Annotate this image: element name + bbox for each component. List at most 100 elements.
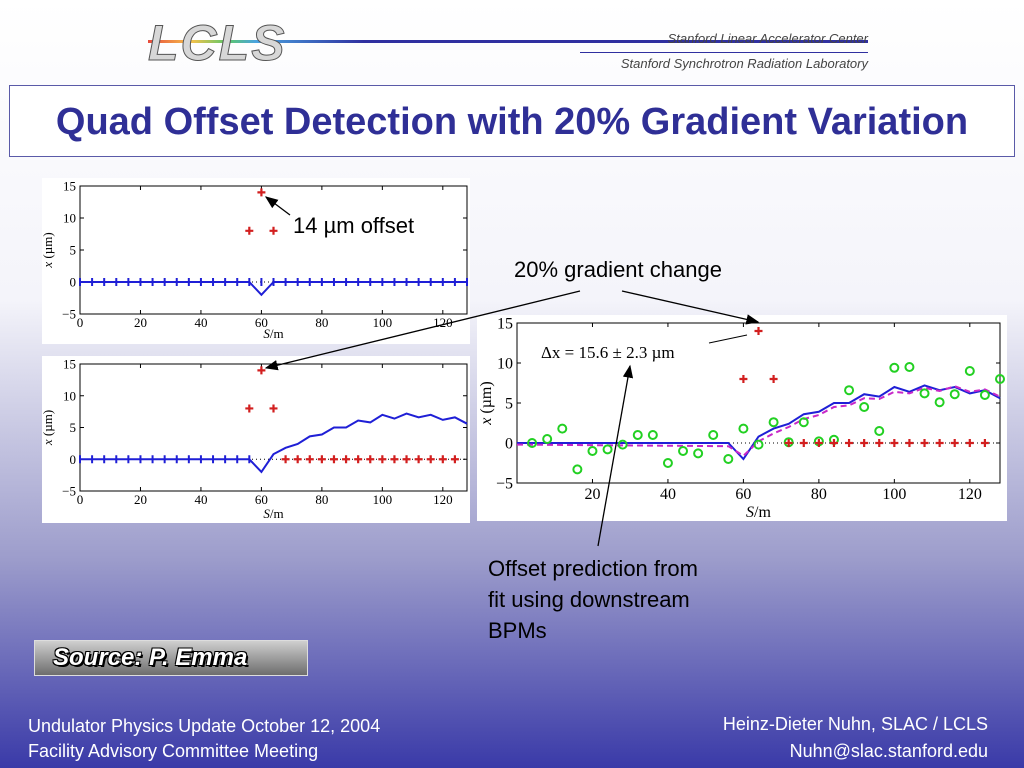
delta-arrow	[708, 334, 748, 344]
bpm-reading	[708, 430, 719, 440]
bpm-reading	[919, 388, 930, 399]
quad-marker	[965, 439, 974, 447]
slide-title: Quad Offset Detection with 20% Gradient …	[55, 101, 969, 143]
org-slac: Stanford Linear Accelerator Center	[667, 31, 868, 46]
y-tick-label: 15	[63, 179, 76, 194]
quad-marker	[739, 375, 748, 383]
quad-marker	[269, 404, 278, 413]
bpm-reading	[798, 417, 809, 428]
x-tick-label: 100	[882, 486, 906, 503]
quad-marker	[245, 404, 254, 413]
y-axis-label: x (µm)	[478, 381, 495, 425]
bpm-reading	[662, 458, 673, 468]
quad-marker	[845, 439, 854, 447]
bpm-reading	[874, 426, 885, 436]
quad-marker	[784, 439, 793, 447]
y-tick-label: 5	[70, 420, 77, 435]
annotation-offset: 14 µm offset	[293, 213, 415, 238]
quad-marker	[354, 455, 363, 464]
x-tick-label: 20	[134, 492, 147, 507]
quad-marker	[980, 439, 989, 447]
quad-marker	[317, 455, 326, 464]
arrow-gradient-left	[264, 290, 581, 371]
source-label: Source: P. Emma	[53, 644, 248, 671]
x-tick-label: 40	[194, 315, 207, 330]
quad-marker	[890, 439, 899, 447]
title-box	[9, 85, 1015, 157]
chart-right: 20 40 60 80 100 120 −5 0 5 10 15 S/m x (µm) Δx = 15.6…	[478, 316, 1005, 521]
y-tick-label: −5	[62, 307, 76, 322]
bpm-reading	[602, 444, 613, 455]
quad-marker	[305, 455, 314, 464]
quad-marker	[281, 455, 290, 464]
bpm-reading	[678, 446, 689, 456]
x-tick-label: 20	[134, 315, 147, 330]
x-tick-label: 120	[433, 492, 453, 507]
x-tick-label: 60	[255, 315, 268, 330]
quad-marker	[950, 439, 959, 447]
y-tick-label: 15	[63, 357, 76, 372]
fit-prediction-line	[516, 385, 1001, 458]
x-tick-label: 40	[194, 492, 207, 507]
chart-panel-right: 20 40 60 80 100 120 −5 0 5 10 15 S/m x (µm) Δx = 15.6…	[477, 315, 1007, 521]
x-tick-label: 60	[735, 486, 751, 503]
y-tick-label: 5	[70, 243, 77, 258]
x-tick-label: 80	[315, 315, 328, 330]
x-axis-label: S/m	[263, 326, 283, 341]
bpm-reading	[587, 446, 598, 456]
annotation-prediction-3: BPMs	[488, 618, 547, 643]
quad-marker	[935, 439, 944, 447]
delta-annotation: Δx = 15.6 ± 2.3 µm	[541, 343, 675, 362]
y-tick-label: 15	[497, 316, 513, 333]
bpm-reading	[527, 438, 538, 448]
x-axis-label: S/m	[746, 504, 771, 521]
bpm-reading	[738, 423, 749, 434]
x-tick-label: 120	[958, 486, 982, 503]
y-axis-label: x (µm)	[42, 232, 55, 268]
bpm-reading	[859, 402, 870, 412]
quad-marker	[378, 455, 387, 464]
footer-event: Undulator Physics Update October 12, 200…	[28, 716, 381, 736]
x-tick-label: 60	[255, 492, 268, 507]
arrow-gradient-right	[621, 290, 760, 325]
quad-marker	[426, 455, 435, 464]
bpm-reading	[542, 434, 553, 444]
x-tick-label: 40	[660, 486, 676, 503]
x-tick-label: 80	[315, 492, 328, 507]
arrow-offset	[264, 196, 291, 216]
bpm-reading	[557, 423, 568, 434]
quad-marker	[905, 439, 914, 447]
bpm-reading	[572, 464, 583, 475]
bpm-reading	[844, 385, 855, 396]
y-tick-label: 0	[70, 275, 77, 290]
y-axis-label: x (µm)	[42, 410, 55, 446]
bpm-reading	[632, 430, 643, 440]
x-tick-label: 0	[77, 315, 84, 330]
quad-marker	[829, 439, 838, 447]
annotation-prediction-1: Offset prediction from	[488, 556, 698, 581]
bpm-reading	[934, 397, 945, 408]
quad-marker	[293, 455, 302, 464]
quad-marker	[814, 439, 823, 447]
y-tick-label: 5	[505, 396, 513, 413]
quad-marker	[342, 455, 351, 464]
logo-rainbow-line	[148, 40, 868, 43]
footer-meeting: Facility Advisory Committee Meeting	[28, 741, 319, 761]
quad-marker	[860, 439, 869, 447]
bpm-reading	[693, 448, 704, 459]
bpm-reading	[753, 439, 764, 450]
quad-marker	[799, 439, 808, 447]
bpm-reading	[889, 362, 900, 373]
footer-email[interactable]: Nuhn@slac.stanford.edu	[789, 741, 988, 761]
quad-marker	[390, 455, 399, 464]
quad-marker	[769, 375, 778, 383]
bpm-reading	[979, 390, 990, 400]
annotation-prediction-2: fit using downstream	[488, 587, 690, 612]
quad-marker	[245, 226, 254, 235]
x-tick-label: 20	[584, 486, 600, 503]
bpm-reading	[949, 389, 960, 400]
quad-marker	[329, 455, 338, 464]
